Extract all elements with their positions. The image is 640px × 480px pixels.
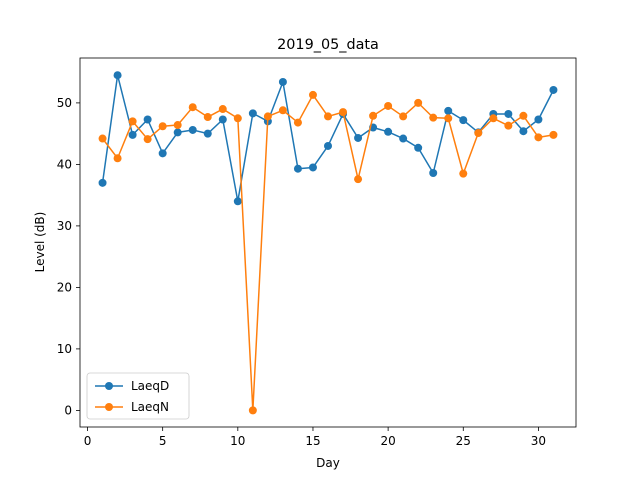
data-point-LaeqD-31 (549, 85, 558, 94)
legend-label-LaeqN: LaeqN (131, 400, 169, 414)
y-axis-label: Level (dB) (33, 212, 47, 273)
data-point-LaeqD-29 (519, 127, 528, 136)
data-point-LaeqD-7 (188, 125, 197, 134)
data-point-LaeqD-6 (173, 128, 182, 137)
data-point-LaeqN-16 (324, 112, 332, 121)
data-point-LaeqN-25 (459, 169, 468, 178)
data-point-LaeqN-30 (534, 133, 543, 142)
data-point-LaeqN-9 (218, 105, 227, 114)
data-point-LaeqN-1 (98, 134, 107, 143)
data-point-LaeqN-22 (414, 98, 423, 107)
data-point-LaeqN-12 (263, 112, 272, 121)
data-point-LaeqD-13 (278, 77, 287, 86)
data-point-LaeqN-7 (188, 103, 197, 112)
axes: 0 5 10 15 20 25 30 0 10 20 30 40 50 (57, 57, 577, 448)
legend-marker-LaeqD (105, 382, 113, 390)
data-point-LaeqD-4 (143, 115, 152, 124)
x-axis-label: Day (316, 456, 340, 470)
data-point-LaeqN-27 (489, 114, 498, 123)
data-point-LaeqN-28 (504, 121, 513, 130)
y-tick-label: 20 (57, 280, 72, 294)
legend-marker-LaeqN (105, 403, 113, 411)
data-point-LaeqN-8 (203, 113, 212, 122)
data-point-LaeqN-13 (278, 106, 287, 115)
y-tick-label: 40 (57, 157, 72, 171)
data-point-LaeqD-28 (504, 109, 513, 118)
chart-title: 2019_05_data (277, 37, 379, 53)
data-point-LaeqD-16 (324, 141, 332, 150)
legend-label-LaeqD: LaeqD (131, 379, 169, 393)
axes-frame (79, 57, 577, 428)
data-point-LaeqD-8 (203, 129, 212, 138)
data-point-LaeqD-10 (233, 197, 242, 206)
data-point-LaeqN-15 (308, 90, 317, 99)
data-point-LaeqN-14 (293, 118, 302, 127)
y-tick-label: 50 (57, 96, 72, 110)
data-point-LaeqD-5 (158, 149, 167, 158)
data-point-LaeqD-22 (414, 143, 423, 152)
data-point-LaeqD-15 (308, 163, 317, 172)
data-point-LaeqD-24 (444, 106, 453, 115)
data-point-LaeqD-2 (113, 71, 122, 80)
data-point-LaeqN-6 (173, 121, 182, 130)
data-point-LaeqN-23 (429, 113, 438, 122)
data-point-LaeqN-21 (399, 112, 408, 121)
data-point-LaeqD-11 (248, 109, 257, 118)
data-point-LaeqD-9 (218, 115, 227, 124)
data-point-LaeqN-18 (354, 175, 363, 184)
data-point-LaeqD-1 (98, 178, 107, 187)
data-point-LaeqN-31 (549, 130, 558, 139)
x-tick-label: 10 (230, 434, 245, 448)
data-point-LaeqN-20 (384, 101, 393, 110)
x-tick-label: 5 (159, 434, 167, 448)
data-point-LaeqN-4 (143, 135, 152, 144)
data-point-LaeqN-29 (519, 111, 528, 120)
data-point-LaeqN-24 (444, 114, 453, 123)
y-tick-label: 10 (57, 342, 72, 356)
data-point-LaeqN-5 (158, 122, 167, 131)
x-tick-label: 20 (380, 434, 395, 448)
data-point-LaeqD-25 (459, 116, 468, 125)
data-point-LaeqN-17 (339, 108, 348, 117)
data-point-LaeqN-3 (128, 117, 137, 126)
data-point-LaeqN-26 (474, 129, 483, 138)
x-tick-label: 30 (531, 434, 546, 448)
data-point-LaeqD-18 (354, 133, 363, 142)
data-point-LaeqN-11 (248, 406, 257, 415)
x-tick-label: 15 (305, 434, 320, 448)
data-point-LaeqD-21 (399, 134, 408, 143)
plot-area (98, 71, 558, 415)
y-tick-label: 30 (57, 219, 72, 233)
data-point-LaeqD-23 (429, 169, 438, 177)
y-tick-label: 0 (64, 403, 72, 417)
x-tick-label: 25 (456, 434, 471, 448)
data-point-LaeqD-3 (128, 130, 137, 139)
x-tick-label: 0 (84, 434, 92, 448)
legend: LaeqD LaeqN (86, 372, 190, 420)
data-point-LaeqD-14 (293, 164, 302, 173)
data-point-LaeqN-19 (369, 111, 378, 120)
data-point-LaeqD-30 (534, 115, 543, 124)
data-point-LaeqD-20 (384, 127, 393, 136)
data-point-LaeqN-2 (113, 154, 122, 163)
data-point-LaeqN-10 (233, 114, 242, 123)
